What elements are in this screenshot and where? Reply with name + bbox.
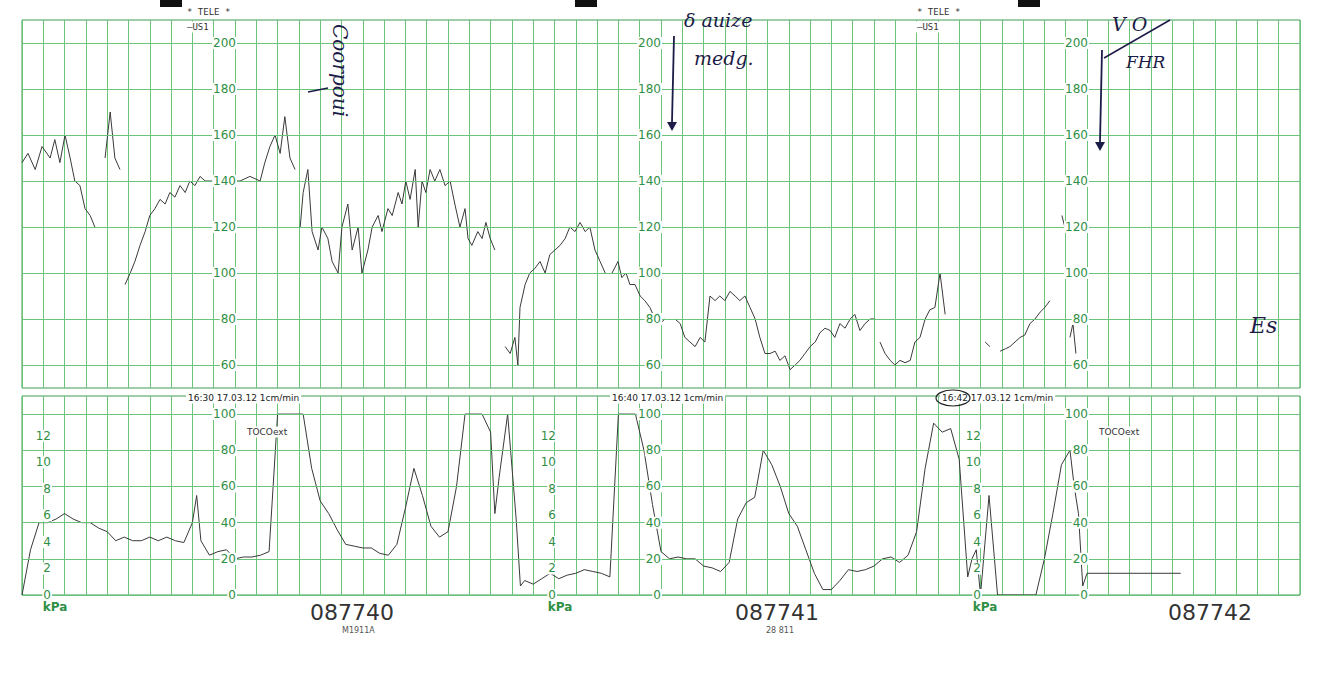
svg-text:200: 200 <box>1065 36 1088 50</box>
svg-text:kPa: kPa <box>548 600 573 614</box>
svg-text:087741: 087741 <box>735 600 819 625</box>
svg-text:4: 4 <box>548 535 556 549</box>
svg-text:M1911A: M1911A <box>342 626 375 635</box>
svg-text:8: 8 <box>548 482 556 496</box>
svg-text:medg.: medg. <box>694 47 754 69</box>
svg-text:80: 80 <box>221 312 236 326</box>
svg-text:Coorpoui: Coorpoui <box>328 24 352 117</box>
svg-text:* TELE *: * TELE * <box>187 7 230 17</box>
svg-text:2: 2 <box>43 561 51 575</box>
svg-text:4: 4 <box>43 535 51 549</box>
svg-text:80: 80 <box>221 443 236 457</box>
svg-text:FHR: FHR <box>1125 52 1166 72</box>
svg-text:20: 20 <box>1073 552 1088 566</box>
svg-text:100: 100 <box>638 407 661 421</box>
svg-text:200: 200 <box>213 36 236 50</box>
svg-text:kPa: kPa <box>43 600 68 614</box>
svg-text:087740: 087740 <box>310 600 394 625</box>
svg-text:120: 120 <box>638 220 661 234</box>
svg-text:28 811: 28 811 <box>766 626 794 635</box>
svg-text:087742: 087742 <box>1168 600 1252 625</box>
svg-text:20: 20 <box>646 552 661 566</box>
svg-text:60: 60 <box>646 479 661 493</box>
svg-text:TOCOext: TOCOext <box>246 427 288 437</box>
svg-text:140: 140 <box>638 174 661 188</box>
svg-text:δ auize: δ auize <box>684 9 752 31</box>
svg-text:6: 6 <box>548 508 556 522</box>
svg-text:40: 40 <box>1073 516 1088 530</box>
svg-text:160: 160 <box>638 128 661 142</box>
svg-text:40: 40 <box>221 516 236 530</box>
svg-text:12: 12 <box>36 429 51 443</box>
svg-text:6: 6 <box>43 508 51 522</box>
svg-text:TOCOext: TOCOext <box>1098 427 1140 437</box>
svg-text:80: 80 <box>646 312 661 326</box>
svg-text:2: 2 <box>548 561 556 575</box>
svg-text:180: 180 <box>1065 82 1088 96</box>
svg-text:kPa: kPa <box>973 600 998 614</box>
svg-text:160: 160 <box>213 128 236 142</box>
svg-text:16:40 17.03.12 1cm/min: 16:40 17.03.12 1cm/min <box>612 393 723 403</box>
svg-text:0: 0 <box>548 588 556 602</box>
svg-text:12: 12 <box>541 429 556 443</box>
svg-text:0: 0 <box>228 588 236 602</box>
svg-text:* TELE *: * TELE * <box>917 7 960 17</box>
svg-text:100: 100 <box>213 266 236 280</box>
svg-text:0: 0 <box>43 588 51 602</box>
svg-text:6: 6 <box>973 508 981 522</box>
svg-text:16:42 17.03.12 1cm/min: 16:42 17.03.12 1cm/min <box>942 393 1053 403</box>
svg-text:2: 2 <box>973 561 981 575</box>
svg-text:180: 180 <box>638 82 661 96</box>
svg-text:100: 100 <box>638 266 661 280</box>
svg-text:10: 10 <box>966 455 981 469</box>
svg-text:100: 100 <box>213 407 236 421</box>
svg-text:140: 140 <box>1065 174 1088 188</box>
svg-text:60: 60 <box>1073 358 1088 372</box>
svg-text:60: 60 <box>646 358 661 372</box>
svg-text:0: 0 <box>1080 588 1088 602</box>
svg-text:8: 8 <box>973 482 981 496</box>
svg-text:120: 120 <box>1065 220 1088 234</box>
svg-text:V O: V O <box>1112 13 1148 35</box>
svg-text:12: 12 <box>966 429 981 443</box>
svg-text:180: 180 <box>213 82 236 96</box>
svg-text:10: 10 <box>541 455 556 469</box>
svg-text:8: 8 <box>43 482 51 496</box>
svg-text:—US1: —US1 <box>187 22 209 32</box>
svg-text:80: 80 <box>1073 443 1088 457</box>
svg-text:120: 120 <box>213 220 236 234</box>
svg-text:0: 0 <box>653 588 661 602</box>
svg-text:0: 0 <box>973 588 981 602</box>
svg-text:60: 60 <box>221 358 236 372</box>
svg-text:10: 10 <box>36 455 51 469</box>
svg-text:140: 140 <box>213 174 236 188</box>
svg-text:80: 80 <box>646 443 661 457</box>
svg-text:—US1: —US1 <box>917 22 939 32</box>
svg-text:60: 60 <box>1073 479 1088 493</box>
svg-text:100: 100 <box>1065 407 1088 421</box>
svg-text:Es: Es <box>1249 313 1277 338</box>
svg-text:60: 60 <box>221 479 236 493</box>
svg-text:40: 40 <box>646 516 661 530</box>
svg-text:16:30 17.03.12 1cm/min: 16:30 17.03.12 1cm/min <box>188 393 299 403</box>
svg-text:160: 160 <box>1065 128 1088 142</box>
svg-text:4: 4 <box>973 535 981 549</box>
svg-text:200: 200 <box>638 36 661 50</box>
svg-text:20: 20 <box>221 552 236 566</box>
svg-text:100: 100 <box>1065 266 1088 280</box>
svg-text:80: 80 <box>1073 312 1088 326</box>
